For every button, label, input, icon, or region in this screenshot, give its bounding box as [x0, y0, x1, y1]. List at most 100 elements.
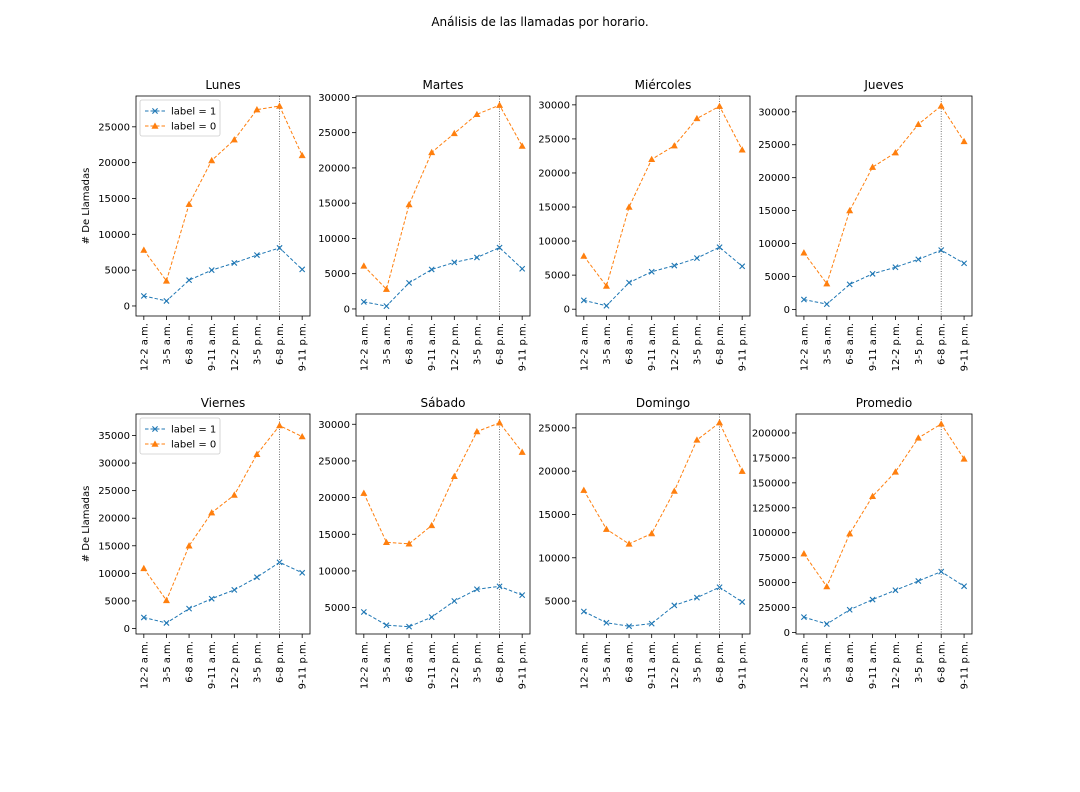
x-tick-label: 3-5 a.m. [162, 641, 173, 683]
data-point-label-1 [580, 297, 587, 304]
data-point-label-0 [428, 521, 436, 529]
x-tick-label: 3-5 p.m. [692, 323, 703, 365]
x-tick-label: 6-8 a.m. [845, 323, 856, 365]
series-line-label-0 [583, 105, 743, 288]
x-tick-label: 12-2 a.m. [579, 323, 590, 371]
x-tick-label: 3-5 a.m. [382, 641, 393, 683]
x-tick-label: 9-11 a.m. [647, 323, 658, 371]
x-tick-label: 3-5 a.m. [822, 323, 833, 365]
data-point-label-1 [253, 252, 260, 259]
y-tick-label: 50000 [758, 578, 790, 589]
data-point-label-1 [823, 621, 830, 628]
data-point-label-0 [602, 282, 610, 289]
data-point-label-0 [140, 564, 148, 572]
data-point-label-1 [451, 598, 458, 604]
x-tick-label: 9-11 a.m. [427, 641, 438, 689]
y-tick-label: 10000 [758, 239, 790, 250]
legend-box [139, 417, 221, 455]
y-tick-label: 25000 [318, 456, 350, 467]
series-line-label-0 [803, 423, 965, 588]
series-line-label-1 [583, 586, 743, 627]
data-point-label-1 [938, 568, 945, 575]
y-tick-label: 5000 [545, 597, 570, 608]
data-point-label-1 [846, 606, 853, 613]
plot-frame [135, 95, 311, 317]
data-point-label-0 [914, 434, 922, 441]
y-tick-label: 15000 [538, 203, 570, 214]
figure-title: Análisis de las llamadas por horario. [431, 15, 648, 29]
series-line-label-1 [803, 571, 965, 625]
x-tick-label: 12-2 p.m. [450, 641, 461, 689]
data-point-label-1 [938, 247, 945, 254]
y-tick-label: 200000 [752, 428, 790, 439]
data-point-label-0 [800, 249, 808, 256]
data-point-label-0 [253, 105, 261, 113]
data-point-label-0 [162, 596, 170, 604]
data-point-label-1 [496, 244, 503, 251]
data-point-label-0 [496, 419, 504, 426]
y-tick-label: 5000 [545, 271, 570, 282]
data-point-label-1 [231, 586, 238, 593]
legend-box [139, 99, 221, 137]
data-point-label-1 [693, 594, 700, 601]
data-point-label-0 [648, 155, 656, 163]
data-point-label-1 [648, 268, 655, 275]
data-point-label-0 [405, 540, 413, 547]
x-tick-label: 12-2 p.m. [670, 323, 681, 371]
y-tick-label: 25000 [318, 128, 350, 139]
x-tick-label: 6-8 a.m. [405, 323, 416, 365]
subplot-title: Jueves [863, 78, 903, 92]
legend-label-label-0: label = 0 [171, 122, 216, 133]
x-tick-label: 6-8 p.m. [937, 323, 948, 365]
data-point-label-1 [406, 279, 413, 286]
y-tick-label: 0 [124, 624, 130, 635]
data-point-label-1 [961, 260, 968, 267]
data-point-label-0 [428, 148, 436, 156]
legend-marker-label-1 [152, 108, 158, 114]
plot-frame [795, 413, 973, 635]
x-tick-label: 3-5 p.m. [252, 641, 263, 683]
x-tick-label: 12-2 a.m. [799, 323, 810, 371]
data-point-label-0 [580, 486, 588, 493]
x-tick-label: 12-2 p.m. [230, 323, 241, 371]
x-tick-label: 6-8 a.m. [625, 323, 636, 365]
data-point-label-1 [626, 279, 633, 286]
data-point-label-0 [518, 448, 526, 455]
y-tick-label: 150000 [752, 478, 790, 489]
plot-frame [135, 413, 311, 635]
x-tick-label: 6-8 p.m. [275, 641, 286, 683]
x-tick-label: 12-2 p.m. [891, 641, 902, 689]
data-point-label-0 [625, 203, 633, 210]
x-tick-label: 12-2 p.m. [450, 323, 461, 371]
data-point-label-0 [298, 432, 306, 440]
y-tick-label: 10000 [98, 230, 130, 241]
x-tick-label: 12-2 a.m. [799, 641, 810, 689]
y-tick-label: 0 [564, 305, 570, 316]
legend-label-label-1: label = 1 [171, 425, 216, 436]
data-point-label-0 [960, 455, 968, 462]
series-line-label-0 [363, 104, 523, 291]
data-point-label-0 [230, 136, 238, 143]
data-point-label-1 [496, 583, 503, 590]
data-point-label-1 [163, 619, 170, 626]
data-point-label-0 [625, 540, 633, 547]
y-tick-label: 20000 [98, 514, 130, 525]
x-tick-label: 6-8 a.m. [405, 641, 416, 683]
x-tick-label: 12-2 a.m. [359, 641, 370, 689]
subplot-6: Sábado 5000 10000 15000 20000 25000 30000 12-2 … [318, 396, 531, 689]
x-tick-label: 12-2 p.m. [230, 641, 241, 689]
x-tick-label: 9-11 p.m. [298, 323, 309, 371]
data-point-label-1 [208, 595, 215, 602]
x-tick-label: 3-5 a.m. [602, 323, 613, 365]
data-point-label-1 [360, 298, 367, 305]
data-point-label-0 [960, 137, 968, 145]
y-tick-label: 15000 [318, 530, 350, 541]
y-tick-label: 10000 [98, 569, 130, 580]
y-tick-label: 10000 [318, 566, 350, 577]
data-point-label-1 [800, 296, 807, 303]
data-point-label-0 [716, 102, 724, 109]
subplot-title: Martes [423, 78, 464, 92]
x-tick-label: 3-5 p.m. [914, 323, 925, 365]
data-point-label-1 [186, 605, 193, 612]
y-tick-label: 30000 [538, 100, 570, 111]
